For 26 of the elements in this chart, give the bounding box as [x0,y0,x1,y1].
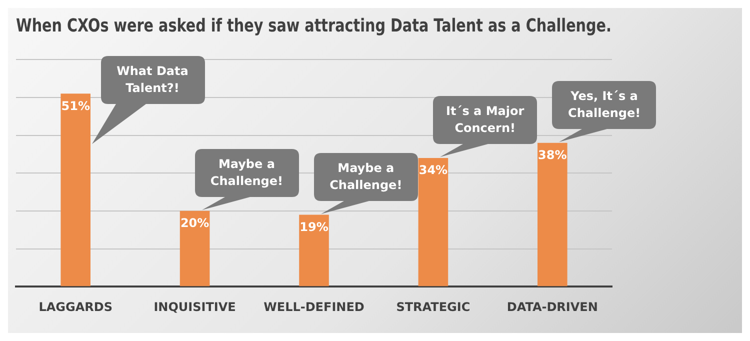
speech-bubble: What Data Talent?! [92,56,204,144]
speech-bubble: Maybe a Challenge! [314,152,418,214]
chart-title: When CXOs were asked if they saw attracting Data Talent as a Challenge. [16,14,612,36]
speech-bubble: It´s a Major Concern! [433,96,538,157]
x-tick-label: LAGGARDS [38,300,112,314]
bar [418,158,448,286]
annotation: Maybe a Challenge! [328,160,404,194]
x-tick-label: STRATEGIC [396,300,470,314]
x-tick-label: DATA-DRIVEN [506,300,598,314]
annotation: What Data Talent?! [116,62,190,97]
bar [538,142,568,286]
speech-bubble: Maybe a Challenge! [194,148,299,210]
annotation: Yes, It´s a Challenge! [567,88,642,122]
data-label: 38% [538,148,567,162]
bar [180,210,210,286]
annotation: It´s a Major Concern! [445,102,526,137]
bar [60,94,90,286]
data-label: 34% [418,163,448,178]
data-label: 51% [61,98,90,113]
data-label: 20% [180,216,210,230]
data-label: 19% [300,220,328,234]
x-tick-label: WELL-DEFINED [264,300,364,314]
x-tick-label: INQUISITIVE [154,300,236,314]
speech-bubble: Yes, It´s a Challenge! [552,80,656,142]
annotation: Maybe a Challenge! [209,156,284,190]
bar [299,214,329,286]
